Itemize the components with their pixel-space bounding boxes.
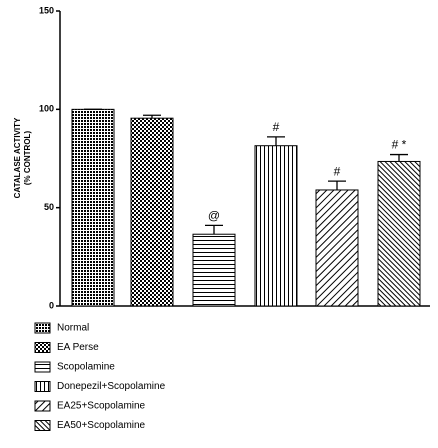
y-tick-label: 0 (49, 300, 54, 310)
y-tick-label: 50 (44, 202, 54, 212)
y-tick-label: 150 (39, 5, 54, 15)
error-bar (267, 136, 285, 146)
bar (130, 117, 174, 307)
legend-swatch (34, 361, 51, 373)
legend-swatch (34, 381, 51, 392)
y-axis-title-line: (% CONTROL) (23, 131, 32, 186)
y-axis-title-line: CATALASE ACTIVITY (13, 117, 22, 198)
error-bar (205, 224, 223, 235)
bar (71, 108, 115, 307)
legend-label: Normal (57, 323, 89, 334)
annotation: # * (392, 138, 407, 152)
legend-label: Donepezil+Scopolamine (57, 381, 166, 392)
bar (377, 160, 421, 307)
annotation: # (334, 164, 341, 178)
error-bar (143, 114, 161, 119)
error-bar (328, 180, 346, 190)
annotation: # (273, 120, 280, 134)
legend-swatch (34, 420, 51, 431)
error-bar (390, 153, 408, 162)
legend-label: Scopolamine (57, 362, 115, 373)
y-axis-title: CATALASE ACTIVITY (% CONTROL) (13, 117, 32, 198)
legend-label: EA Perse (57, 342, 99, 353)
y-tick-label: 100 (39, 104, 54, 114)
annotation: @ (208, 209, 220, 223)
bar (315, 189, 359, 307)
bar (192, 233, 236, 307)
legend-label: EA50+Scopolamine (57, 420, 146, 431)
legend-swatch (34, 400, 51, 412)
legend-label: EA25+Scopolamine (57, 401, 146, 412)
legend-swatch (34, 322, 51, 334)
legend-swatch (34, 342, 51, 353)
bar (254, 145, 298, 307)
